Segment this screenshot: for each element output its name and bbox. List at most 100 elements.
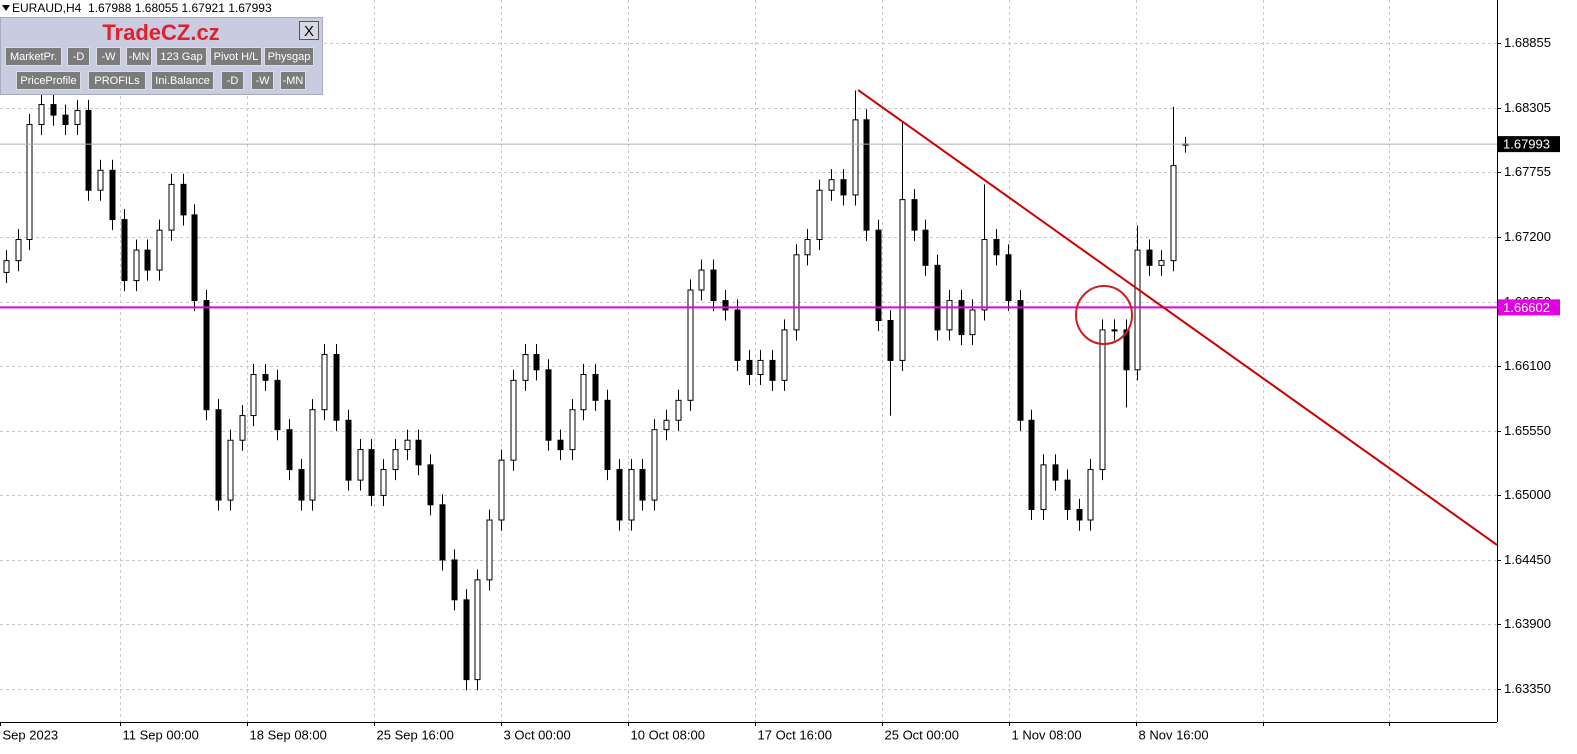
- candle-body: [97, 169, 104, 191]
- candle-body: [911, 199, 918, 231]
- candle-body: [309, 409, 316, 501]
- x-tick-label: Sep 2023: [3, 727, 59, 742]
- candle-body: [463, 599, 470, 681]
- candle-body: [675, 399, 682, 421]
- price-label-bg: [1498, 136, 1560, 153]
- candle-body: [144, 249, 151, 271]
- y-tick-label: 1.68855: [1504, 35, 1551, 50]
- panel-button[interactable]: 123 Gap: [156, 47, 207, 66]
- y-tick-label: 1.65000: [1504, 487, 1551, 502]
- candle-body: [1017, 300, 1024, 421]
- candle-body: [734, 309, 741, 361]
- price-label: 1.66602: [1503, 300, 1550, 315]
- candle-body: [239, 415, 246, 441]
- candle-body: [180, 183, 187, 216]
- candle-body: [203, 300, 210, 411]
- panel-button[interactable]: -D: [221, 71, 244, 90]
- panel-button[interactable]: Pivot H/L: [210, 47, 262, 66]
- y-tick-label: 1.67200: [1504, 229, 1551, 244]
- candle-body: [1170, 165, 1177, 262]
- candle-body: [415, 439, 422, 466]
- panel-button[interactable]: -W: [251, 71, 274, 90]
- candle-body: [274, 379, 281, 431]
- panel-button[interactable]: Physgap: [264, 47, 314, 66]
- panel-button[interactable]: -MN: [126, 47, 152, 66]
- candle-body: [887, 320, 894, 361]
- candle-body: [592, 373, 599, 401]
- candle-body: [298, 469, 305, 501]
- candle-body: [333, 354, 340, 421]
- candle-body: [616, 469, 623, 521]
- candle-body: [922, 229, 929, 266]
- candle-body: [1040, 464, 1047, 510]
- candle-body: [899, 199, 906, 361]
- candle-body: [380, 469, 387, 496]
- candle-body: [451, 559, 458, 601]
- panel-button[interactable]: Ini.Balance: [151, 71, 214, 90]
- panel-button[interactable]: PROFILs: [88, 71, 146, 90]
- candle-body: [486, 519, 493, 581]
- panel-button[interactable]: -D: [67, 47, 90, 66]
- candle-body: [863, 119, 870, 231]
- candle-body: [804, 239, 811, 256]
- close-value: 1.67993: [228, 1, 272, 15]
- candle-body: [746, 359, 753, 375]
- highlight-circle: [1075, 285, 1133, 345]
- candle-body: [262, 373, 269, 381]
- candle-body: [1028, 419, 1035, 510]
- candle-body: [26, 124, 33, 241]
- candle-body: [121, 219, 128, 282]
- candle-body: [50, 104, 57, 116]
- candle-body: [969, 309, 976, 336]
- axes: 1.688551.683051.677551.672001.666501.661…: [0, 35, 1560, 742]
- candle-body: [993, 239, 1000, 256]
- y-tick-label: 1.66100: [1504, 358, 1551, 373]
- y-tick-label: 1.68305: [1504, 100, 1551, 115]
- candle-body: [1146, 249, 1153, 266]
- menu-triangle: [2, 5, 10, 11]
- candle-body: [946, 300, 953, 331]
- candle-body: [1064, 479, 1071, 510]
- candle-body: [651, 429, 658, 501]
- candle-body: [250, 373, 257, 417]
- panel-button[interactable]: -W: [96, 47, 121, 66]
- candle-body: [698, 269, 705, 291]
- candle-body: [227, 439, 234, 501]
- candle-body: [639, 469, 646, 501]
- x-tick-label: 1 Nov 08:00: [1012, 727, 1082, 742]
- candle-body: [38, 104, 45, 126]
- candle-body: [793, 254, 800, 331]
- candle-body: [321, 354, 328, 411]
- candle-body: [1134, 249, 1141, 371]
- y-tick-label: 1.63900: [1504, 616, 1551, 631]
- candle-body: [404, 439, 411, 451]
- price-label: 1.67993: [1503, 137, 1550, 152]
- y-tick-label: 1.67755: [1504, 164, 1551, 179]
- candle-body: [722, 300, 729, 311]
- y-tick-label: 1.64450: [1504, 552, 1551, 567]
- open-value: 1.67988: [88, 1, 132, 15]
- x-tick-label: 18 Sep 08:00: [250, 727, 327, 742]
- candle-body: [816, 189, 823, 241]
- panel-button[interactable]: -MN: [280, 71, 306, 90]
- candle-body: [133, 249, 140, 282]
- y-tick-label: 1.63350: [1504, 681, 1551, 696]
- candle-body: [1158, 260, 1165, 266]
- x-tick-label: 10 Oct 08:00: [631, 727, 705, 742]
- trendline: [857, 89, 1498, 546]
- x-tick-label: 25 Sep 16:00: [377, 727, 454, 742]
- x-tick-label: 11 Sep 00:00: [123, 727, 199, 742]
- candle-body: [439, 504, 446, 561]
- candle-body: [345, 419, 352, 481]
- close-button[interactable]: X: [299, 21, 319, 40]
- candle-body: [1076, 508, 1083, 521]
- candle-body: [109, 169, 116, 221]
- panel-button[interactable]: PriceProfile: [16, 71, 81, 90]
- candle-body: [710, 269, 717, 302]
- panel-button[interactable]: MarketPr.: [5, 47, 62, 66]
- candle-body: [62, 114, 69, 126]
- candle-body: [191, 214, 198, 302]
